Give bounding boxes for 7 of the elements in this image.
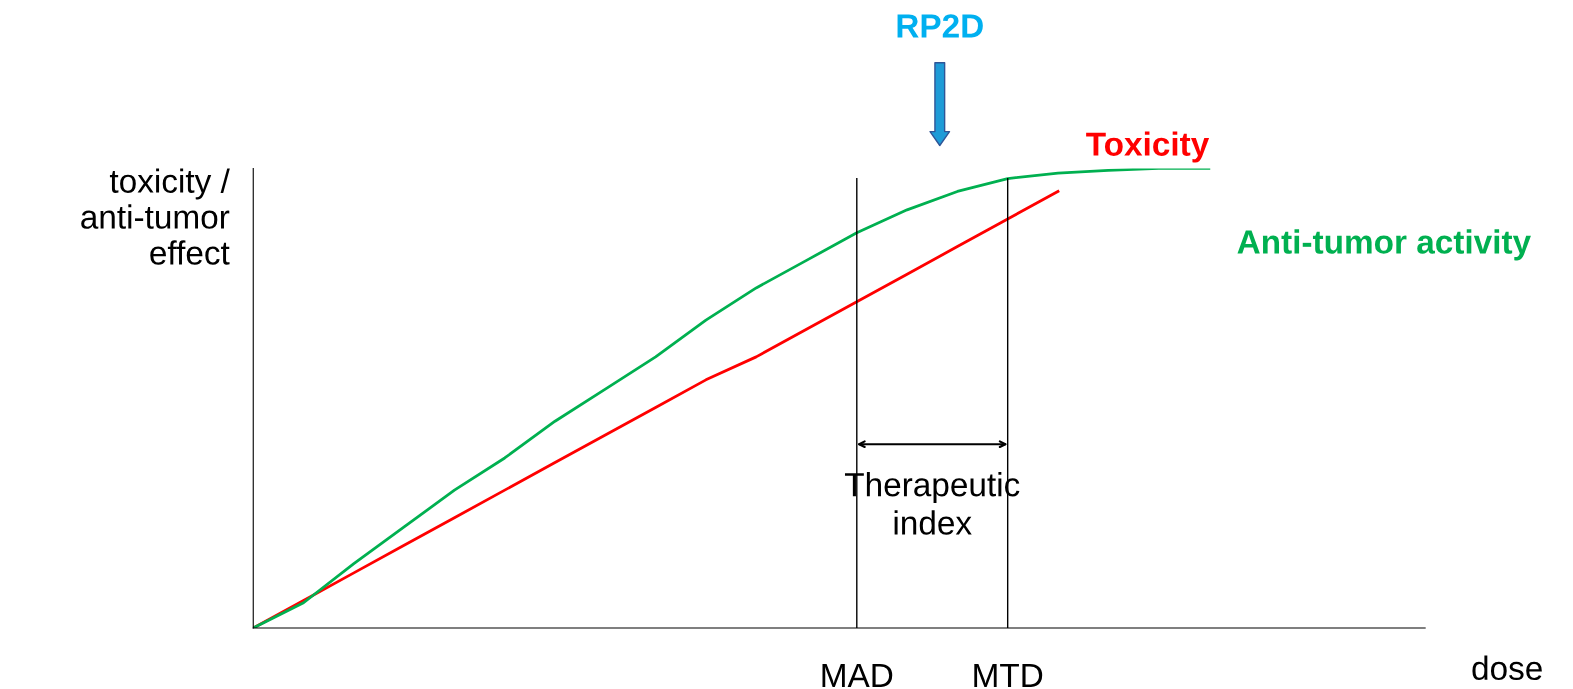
text: Anti-tumor activity — [1237, 229, 1531, 261]
y-axis-title: toxicity / anti-tumor effect — [81, 168, 230, 265]
x-axis-title: dose — [1472, 655, 1542, 681]
text: RP2D — [897, 14, 983, 38]
series-label: Toxicity — [1086, 131, 1210, 163]
x-tick-label: MTD — [974, 663, 1043, 687]
x-tick-label: MAD — [822, 663, 893, 687]
